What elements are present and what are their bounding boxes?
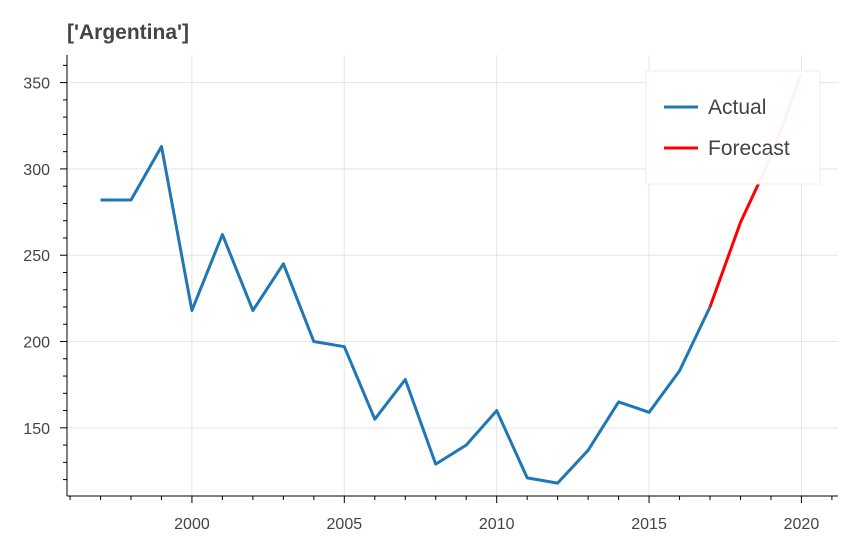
legend-label-forecast: Forecast bbox=[708, 137, 790, 160]
x-tick-label: 2005 bbox=[327, 516, 363, 533]
x-tick-label: 2015 bbox=[631, 516, 667, 533]
chart-title: ['Argentina'] bbox=[67, 21, 189, 44]
series-line-actual bbox=[100, 145, 712, 485]
x-tick-label: 2000 bbox=[174, 516, 210, 533]
legend: Actual Forecast bbox=[645, 70, 821, 185]
axes: 2000 2005 2010 2015 2020 150 200 250 300 350 bbox=[23, 55, 838, 533]
y-tick-label: 300 bbox=[23, 162, 50, 179]
legend-label-actual: Actual bbox=[708, 96, 766, 119]
y-tick-label: 150 bbox=[23, 421, 50, 438]
x-tick-label: 2010 bbox=[479, 516, 515, 533]
y-tick-label: 200 bbox=[23, 335, 50, 352]
x-tick-label: 2020 bbox=[784, 516, 820, 533]
y-tick-label: 350 bbox=[23, 76, 50, 93]
y-tick-label: 250 bbox=[23, 248, 50, 265]
legend-box bbox=[645, 70, 821, 185]
